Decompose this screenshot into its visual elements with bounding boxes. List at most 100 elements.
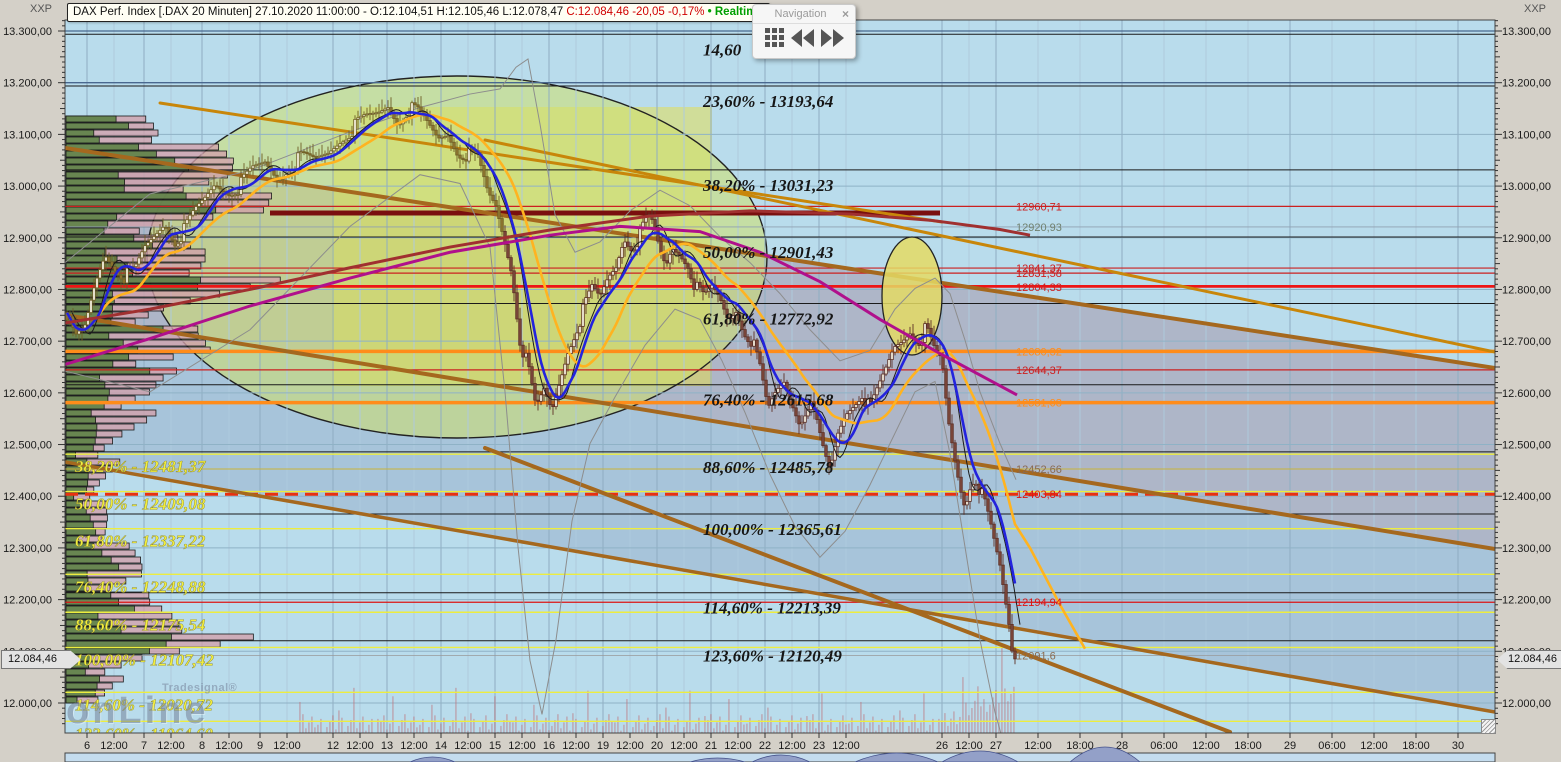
y-axis-tick-label: 12.600,00 <box>3 388 52 400</box>
level-price-label: 12403,84 <box>1016 489 1062 501</box>
y-axis-tick-label: 12.700,00 <box>1502 336 1551 348</box>
last-price-tag-left: 12.084,46 <box>1 650 81 669</box>
y-axis-tick-label: 12.300,00 <box>3 543 52 555</box>
level-price-label: 12644,37 <box>1016 365 1062 377</box>
fib-retracement-label: 88,60% - 12175,54 <box>75 615 205 634</box>
lower-indicator-pane[interactable] <box>64 746 1496 762</box>
y-axis-tick-label: 12.800,00 <box>1502 284 1551 296</box>
x-axis-tick-label: 06:00 <box>1318 740 1346 752</box>
x-axis-tick-label: 18:00 <box>1066 740 1094 752</box>
fib-extension-label: 114,60% - 12213,39 <box>703 599 841 618</box>
fib-extension-label: 50,00% - 12901,43 <box>703 243 834 262</box>
left-axis-unit-label: XXP <box>30 3 53 15</box>
x-axis[interactable]: 6 12:00 7 12:00 8 12:00 9 12:00 12 12:00 13 12:00 14… <box>84 733 1464 752</box>
y-axis-tick-label: 12.400,00 <box>3 491 52 503</box>
y-axis-tick-label: 13.000,00 <box>1502 181 1551 193</box>
y-axis-tick-label: 13.100,00 <box>3 129 52 141</box>
x-axis-tick-label: 21 <box>705 740 717 752</box>
y-axis-tick-label: 12.900,00 <box>1502 233 1551 245</box>
y-axis-tick-label: 12.700,00 <box>3 336 52 348</box>
trend-channel-lines[interactable] <box>65 101 1495 733</box>
x-axis-tick-label: 20 <box>651 740 663 752</box>
level-price-label: 12920,93 <box>1016 222 1062 234</box>
fib-extension-label: 61,80% - 12772,92 <box>703 309 834 328</box>
envelope-bands <box>65 58 1017 733</box>
x-axis-tick-label: 12:00 <box>508 740 536 752</box>
y-axis-tick-label: 12.800,00 <box>3 284 52 296</box>
fib-retracement-label: 76,40% - 12248,88 <box>75 577 206 596</box>
fib-retracement-label: 123,60% - 11964,60 <box>75 724 213 743</box>
close-icon[interactable]: × <box>841 7 849 21</box>
x-axis-tick-label: 18:00 <box>1402 740 1430 752</box>
x-axis-tick-label: 13 <box>381 740 393 752</box>
y-axis-tick-label: 12.400,00 <box>1502 491 1551 503</box>
level-price-label: 12452,66 <box>1016 464 1062 476</box>
navigation-title: Navigation <box>774 8 827 20</box>
y-axis-left[interactable]: 13.300,00 13.200,00 13.100,00 13.000,00 12.9… <box>3 20 65 725</box>
x-axis-tick-label: 12:00 <box>273 740 301 752</box>
level-price-label: 12831,58 <box>1016 268 1062 280</box>
y-axis-tick-label: 12.900,00 <box>3 233 52 245</box>
y-axis-tick-label: 12.500,00 <box>3 440 52 452</box>
x-axis-tick-label: 14 <box>435 740 447 752</box>
fib-extension-label: 100,00% - 12365,61 <box>703 520 842 539</box>
x-axis-tick-label: 12:00 <box>1024 740 1052 752</box>
fibonacci-labels: 14,60 23,60% - 13193,64 38,20% - 13031,23 5… <box>74 40 842 743</box>
y-axis-tick-label: 12.200,00 <box>3 595 52 607</box>
x-axis-tick-label: 12:00 <box>157 740 185 752</box>
level-price-label: 12581,08 <box>1016 398 1062 410</box>
y-axis-right[interactable]: 13.300,00 13.200,00 13.100,00 13.000,00 12.9… <box>1495 20 1551 725</box>
moving-average-lines <box>65 109 1087 650</box>
scroll-forward-button[interactable] <box>820 28 844 47</box>
last-price-tag-right: 12.084,46 <box>1497 650 1561 669</box>
navigation-titlebar[interactable]: Navigation × <box>753 5 855 24</box>
y-axis-tick-label: 13.100,00 <box>1502 129 1551 141</box>
fib-extension-label: 14,60 <box>703 40 742 59</box>
x-axis-tick-label: 12:00 <box>562 740 590 752</box>
fib-extension-label: 38,20% - 13031,23 <box>702 176 834 195</box>
y-axis-tick-label: 12.600,00 <box>1502 388 1551 400</box>
y-axis-tick-label: 13.200,00 <box>1502 78 1551 90</box>
y-axis-tick-label: 13.300,00 <box>1502 26 1551 38</box>
x-axis-tick-label: 06:00 <box>1150 740 1178 752</box>
x-axis-tick-label: 12:00 <box>215 740 243 752</box>
x-axis-tick-label: 12:00 <box>100 740 128 752</box>
fast-forward-icon <box>820 28 844 47</box>
grid-view-button[interactable] <box>764 28 784 47</box>
x-axis-tick-label: 15 <box>489 740 501 752</box>
x-axis-tick-label: 12:00 <box>1360 740 1388 752</box>
level-price-label: 12091,6 <box>1016 651 1056 663</box>
quote-values: C:12.084,46 -20,05 -0,17% <box>566 6 708 18</box>
fib-retracement-label: 38,20% - 12481,37 <box>74 457 207 476</box>
pane-resize-handle[interactable] <box>1481 719 1496 734</box>
x-axis-tick-label: 23 <box>813 740 825 752</box>
level-price-label: 12841,37 <box>1016 263 1062 275</box>
navigation-palette[interactable]: Navigation × <box>752 4 856 59</box>
y-axis-tick-label: 13.300,00 <box>3 26 52 38</box>
x-axis-tick-label: 18:00 <box>1234 740 1262 752</box>
level-price-label: 12680,32 <box>1016 346 1062 358</box>
y-axis-tick-label: 12.000,00 <box>1502 698 1551 710</box>
fib-retracement-label: 50,00% - 12409,08 <box>75 495 206 514</box>
y-axis-tick-label: 12.500,00 <box>1502 440 1551 452</box>
chart-legend-bar: DAX Perf. Index [.DAX 20 Minuten] 27.10.… <box>67 3 770 22</box>
x-axis-tick-label: 19 <box>597 740 609 752</box>
x-axis-tick-label: 9 <box>257 740 263 752</box>
x-axis-tick-label: 7 <box>141 740 147 752</box>
fib-retracement-label: 114,60% - 12020,72 <box>75 695 213 714</box>
x-axis-tick-label: 12:00 <box>724 740 752 752</box>
x-axis-tick-label: 12 <box>327 740 339 752</box>
x-axis-tick-label: 12:00 <box>832 740 860 752</box>
level-price-label: 12960,71 <box>1016 201 1062 213</box>
x-axis-tick-label: 12:00 <box>454 740 482 752</box>
instrument-title: DAX Perf. Index [.DAX 20 Minuten] 27.10.… <box>73 6 567 18</box>
fib-extension-label: 123,60% - 12120,49 <box>703 647 842 666</box>
fib-retracement-label: 100,00% - 12107,42 <box>75 650 214 669</box>
grid-icon <box>764 28 784 47</box>
scroll-back-button[interactable] <box>790 28 814 47</box>
fib-retracement-label: 61,80% - 12337,22 <box>75 532 206 551</box>
x-axis-tick-label: 8 <box>199 740 205 752</box>
rewind-icon <box>790 28 814 47</box>
